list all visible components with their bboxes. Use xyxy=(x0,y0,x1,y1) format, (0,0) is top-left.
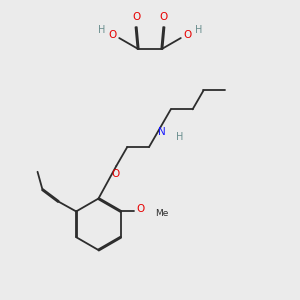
Text: H: H xyxy=(98,25,105,35)
Text: O: O xyxy=(184,30,192,40)
Text: Me: Me xyxy=(155,209,169,218)
Text: H: H xyxy=(195,25,202,35)
Text: N: N xyxy=(158,127,166,137)
Text: O: O xyxy=(136,204,145,214)
Text: O: O xyxy=(108,30,116,40)
Text: O: O xyxy=(111,169,119,179)
Text: O: O xyxy=(160,12,168,22)
Text: H: H xyxy=(176,132,183,142)
Text: O: O xyxy=(132,12,140,22)
